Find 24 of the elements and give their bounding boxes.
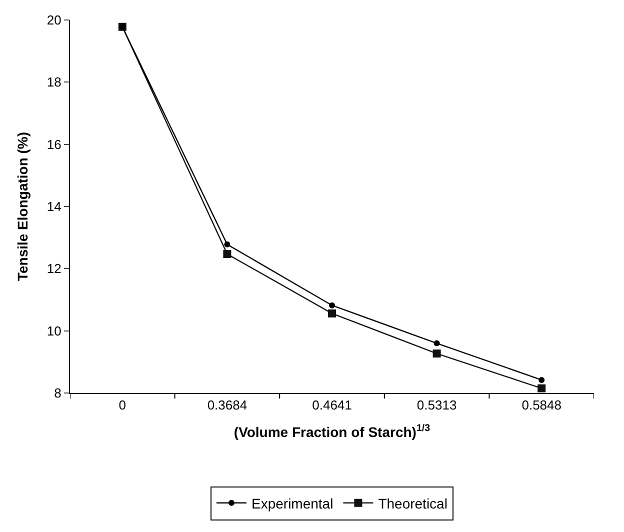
y-tick-label: 10 xyxy=(46,323,62,338)
legend-label: Experimental xyxy=(252,495,334,512)
y-tick-label: 16 xyxy=(46,136,62,152)
point xyxy=(538,376,545,383)
x-tick-label: 0.3684 xyxy=(207,398,248,413)
y-tick-label: 20 xyxy=(46,12,62,28)
y-tick-label: 8 xyxy=(54,386,62,401)
x-tick-label: 0.5848 xyxy=(522,398,562,413)
y-tick-label: 14 xyxy=(46,199,62,214)
point xyxy=(434,340,440,346)
y-axis-title: Tensile Elongation (%) xyxy=(14,132,31,282)
x-tick-label: 0.5313 xyxy=(416,398,457,413)
y-tick-label: 18 xyxy=(46,74,62,90)
legend-label: Theoretical xyxy=(378,495,448,512)
y-tick-label: 12 xyxy=(46,261,62,276)
point xyxy=(538,384,546,392)
point xyxy=(328,309,336,318)
point xyxy=(329,302,335,308)
point xyxy=(223,250,232,258)
point xyxy=(432,350,441,358)
point xyxy=(224,241,230,248)
x-tick-label: 0 xyxy=(118,398,126,413)
x-tick-label: 0.4641 xyxy=(312,398,352,413)
x-axis-title: (Volume Fraction of Starch)$^{1/3}$ xyxy=(234,423,431,440)
